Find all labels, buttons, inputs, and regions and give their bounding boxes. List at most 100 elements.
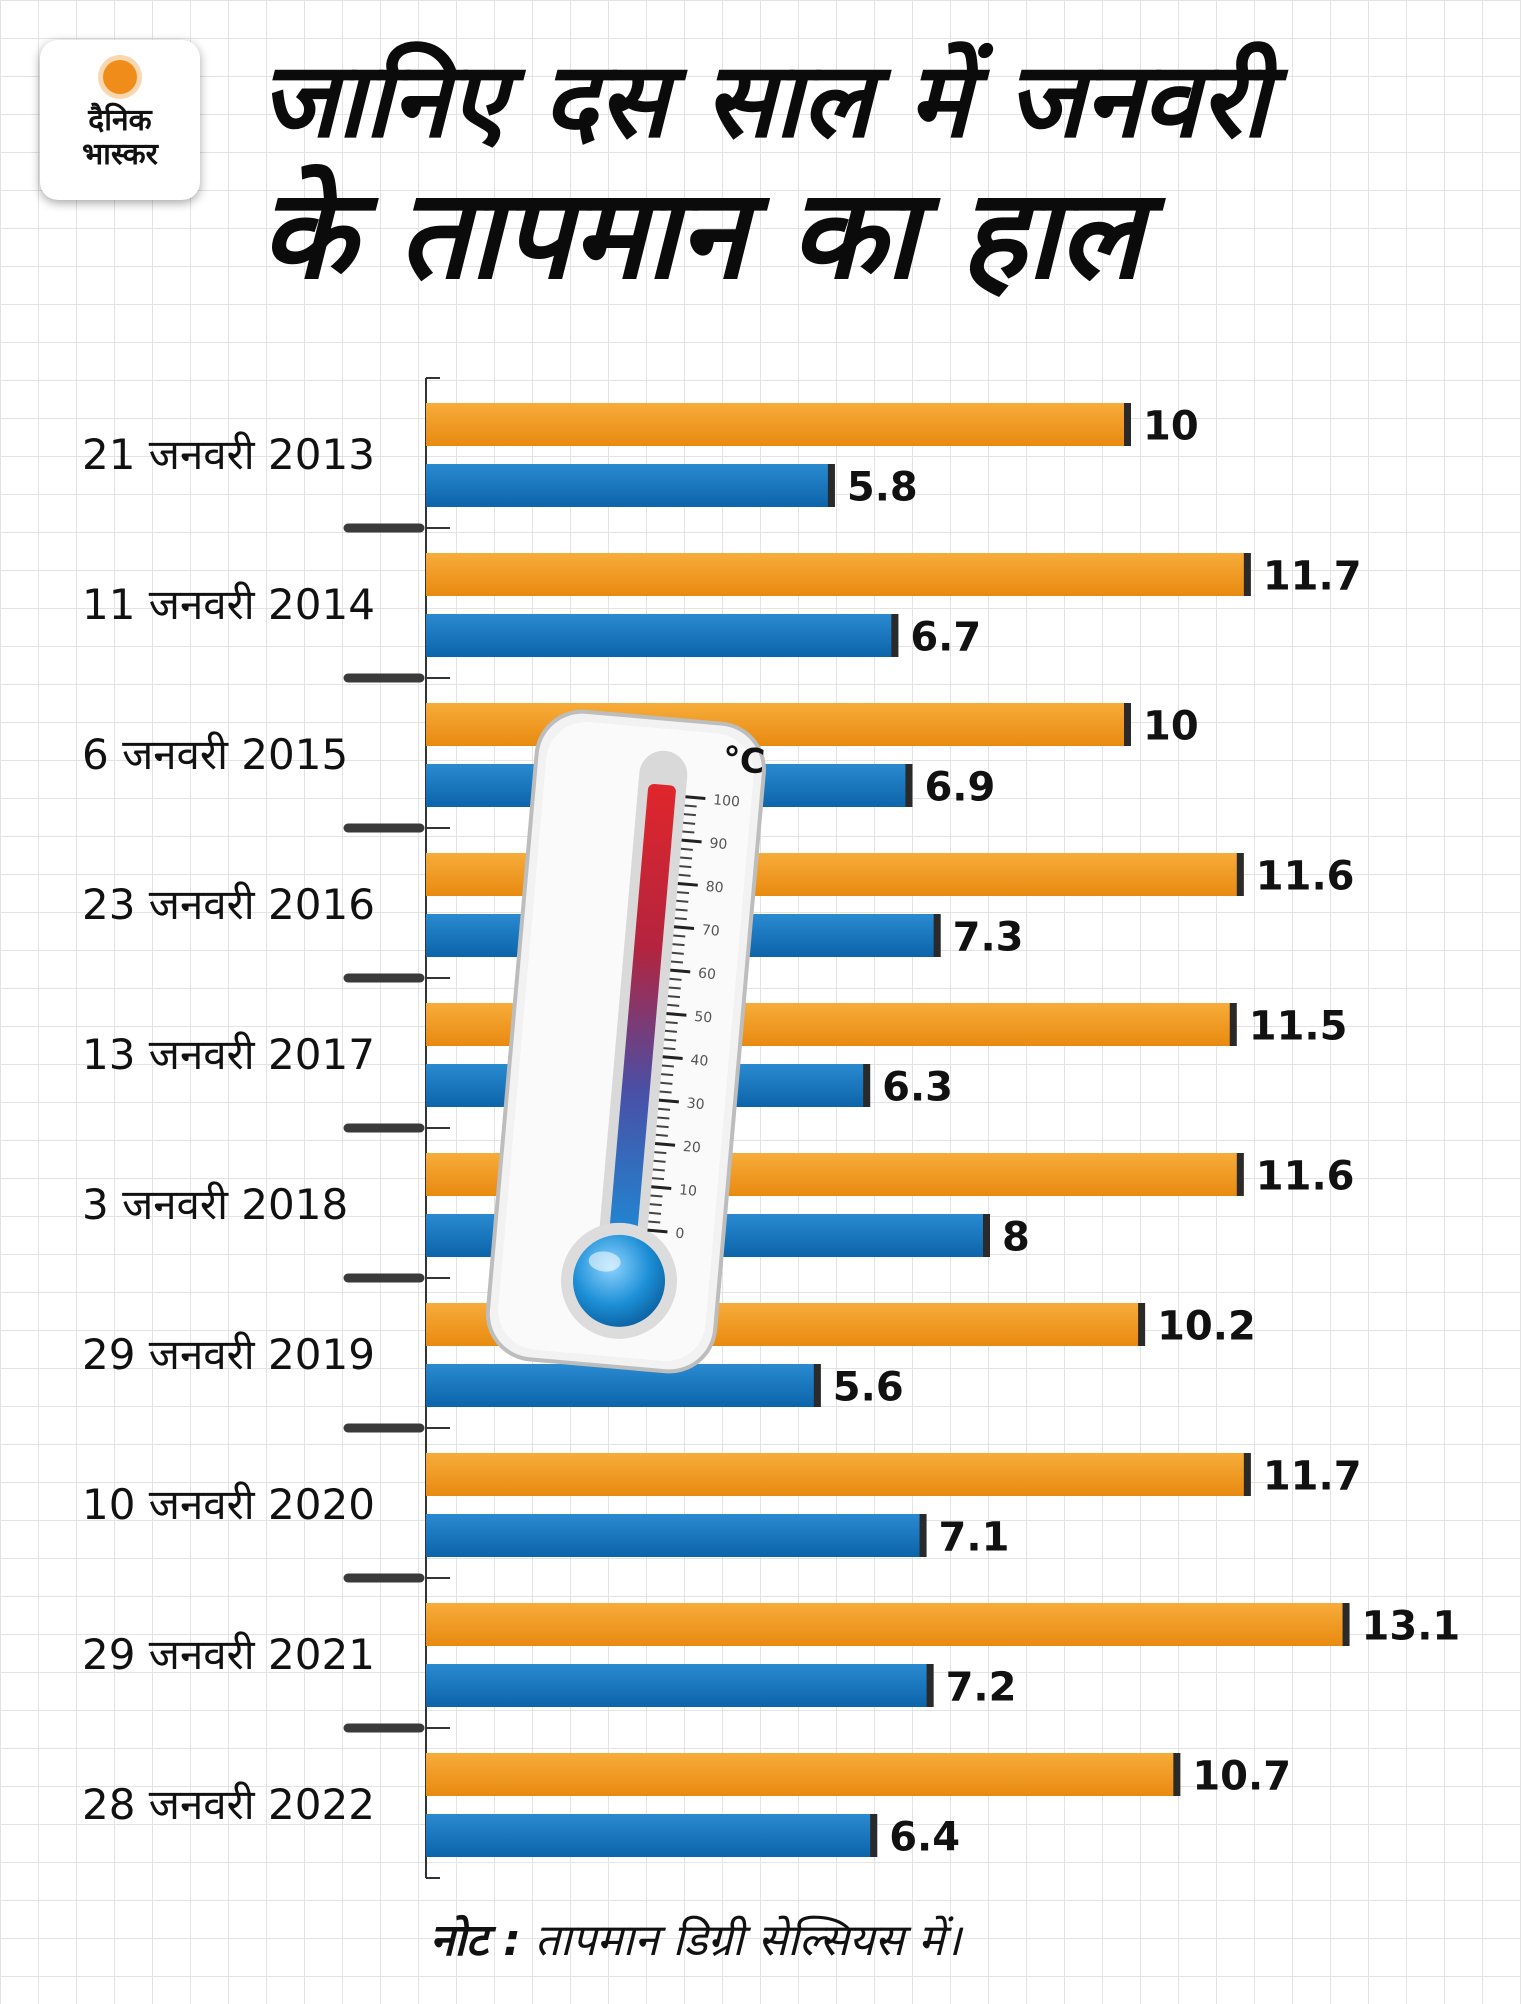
bar-end-cap (827, 464, 835, 507)
bar-min (426, 614, 899, 657)
value-label-max: 10.7 (1192, 1754, 1291, 1800)
scale-tick-minor (684, 804, 697, 808)
scale-tick-major (673, 925, 695, 931)
bar-end-cap (891, 614, 899, 657)
scale-tick-minor (667, 1003, 680, 1007)
scale-tick-minor (670, 960, 684, 964)
value-label-max: 11.7 (1263, 1454, 1362, 1500)
bar-end-cap (1243, 1453, 1251, 1496)
value-label-min: 7.1 (939, 1515, 1010, 1561)
value-label-min: 7.3 (953, 915, 1024, 961)
scale-label: 50 (694, 1009, 713, 1026)
bar-end-cap (863, 1064, 871, 1107)
category-label: 6 जनवरी 2015 (82, 730, 348, 779)
bar-end-cap (1236, 1153, 1244, 1196)
bar-end-cap (1243, 553, 1251, 596)
category-label: 23 जनवरी 2016 (82, 880, 375, 929)
thermometer-mercury (608, 784, 676, 1254)
bar-end-cap (1138, 1303, 1146, 1346)
bar-end-cap (1124, 403, 1131, 446)
scale-label: 20 (682, 1139, 701, 1156)
scale-tick-minor (665, 1021, 678, 1025)
bar-max (426, 1753, 1181, 1796)
scale-tick-minor (683, 813, 696, 817)
scale-tick-major (685, 795, 706, 801)
sun-icon (103, 60, 137, 94)
value-label-max: 10 (1143, 404, 1199, 450)
note-text: तापमान डिग्री सेल्सियस में। (534, 1915, 962, 1966)
scale-label: 0 (675, 1226, 685, 1243)
value-label-min: 6.4 (889, 1815, 960, 1861)
value-label-min: 6.7 (910, 615, 981, 661)
category-label: 29 जनवरी 2019 (82, 1330, 375, 1379)
scale-tick-minor (678, 873, 691, 877)
category-label: 13 जनवरी 2017 (82, 1030, 375, 1079)
value-label-max: 13.1 (1362, 1604, 1461, 1650)
bar-max (426, 1453, 1251, 1496)
scale-tick-minor (676, 899, 689, 903)
bar-max (426, 1603, 1350, 1646)
brand-line1: दैनिक (88, 103, 152, 138)
page-title: जानिए दस साल में जनवरी के तापमान का हाल (260, 40, 1490, 310)
bar-max (426, 703, 1131, 746)
value-label-max: 11.6 (1256, 1154, 1355, 1200)
scale-label: 100 (713, 792, 741, 810)
scale-tick-major (651, 1185, 672, 1191)
scale-tick-minor (650, 1194, 663, 1198)
category-label: 29 जनवरी 2021 (82, 1630, 375, 1679)
bar-end-cap (919, 1514, 927, 1557)
bulb-highlight (588, 1251, 621, 1272)
bar-end-cap (926, 1664, 934, 1707)
value-label-min: 6.9 (924, 765, 995, 811)
scale-label: 90 (709, 836, 728, 853)
bar-end-cap (1229, 1003, 1237, 1046)
scale-tick-minor (655, 1133, 668, 1137)
scale-tick-major (654, 1141, 676, 1147)
value-label-min: 5.6 (833, 1365, 904, 1411)
bar-end-cap (933, 914, 941, 957)
scale-tick-minor (680, 847, 693, 851)
value-label-min: 5.8 (847, 465, 918, 511)
scale-tick-minor (654, 1151, 667, 1155)
bar-end-cap (1236, 853, 1244, 896)
scale-tick-minor (664, 1038, 677, 1042)
value-label-max: 11.6 (1256, 854, 1355, 900)
thermometer-unit: °C (721, 739, 766, 783)
scale-tick-minor (668, 986, 681, 990)
bar-end-cap (1124, 703, 1131, 746)
bar-end-cap (813, 1364, 821, 1407)
value-label-max: 11.7 (1263, 554, 1362, 600)
value-label-min: 7.2 (946, 1665, 1017, 1711)
scale-label: 10 (678, 1182, 697, 1199)
scale-tick-minor (652, 1168, 665, 1172)
scale-tick-minor (669, 977, 682, 981)
bar-min (426, 1814, 878, 1857)
scale-tick-minor (664, 1029, 678, 1033)
scale-tick-minor (659, 1090, 672, 1094)
bar-end-cap (905, 764, 913, 807)
title-line1: जानिए दस साल में जनवरी (260, 39, 1269, 161)
category-label: 3 जनवरी 2018 (82, 1180, 348, 1229)
scale-tick-minor (648, 1211, 662, 1215)
category-label: 21 जनवरी 2013 (82, 430, 375, 479)
scale-tick-minor (658, 1107, 671, 1111)
value-label-max: 10 (1143, 704, 1199, 750)
note-label: नोट : (430, 1915, 521, 1966)
bar-min (426, 1364, 821, 1407)
bar-max (426, 553, 1251, 596)
scale-tick-minor (682, 830, 695, 834)
scale-tick-major (670, 968, 691, 974)
scale-tick-minor (648, 1220, 661, 1224)
scale-label: 40 (690, 1052, 709, 1069)
scale-tick-minor (683, 821, 696, 825)
scale-tick-minor (657, 1116, 670, 1120)
bar-end-cap (1342, 1603, 1350, 1646)
scale-tick-minor (675, 908, 688, 912)
value-label-max: 10.2 (1157, 1304, 1256, 1350)
scale-tick-major (666, 1011, 687, 1017)
category-label: 11 जनवरी 2014 (82, 580, 375, 629)
scale-tick-minor (653, 1159, 666, 1163)
bar-min (426, 464, 835, 507)
scale-label: 60 (697, 966, 716, 983)
